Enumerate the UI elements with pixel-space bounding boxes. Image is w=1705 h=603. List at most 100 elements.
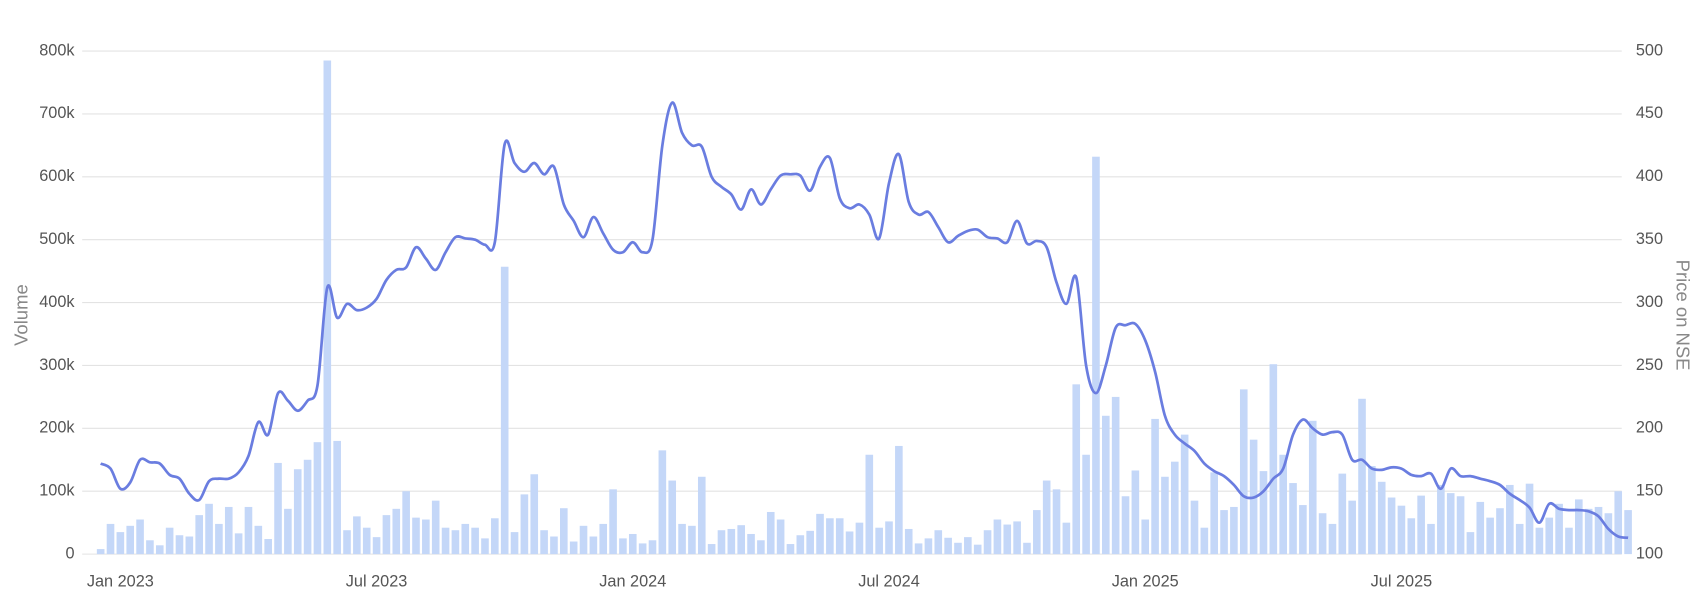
y-tick-label: 700k	[39, 104, 75, 122]
volume-bar	[560, 508, 568, 555]
volume-bar	[1279, 454, 1287, 555]
volume-bar	[875, 527, 883, 555]
volume-bar	[392, 508, 401, 555]
y-tick-label: 600k	[39, 167, 75, 185]
volume-bar	[1338, 473, 1347, 555]
volume-bar	[816, 513, 824, 555]
volume-bar	[648, 540, 657, 555]
volume-bar	[116, 532, 125, 555]
volume-bar	[550, 536, 558, 555]
volume-bar	[1190, 500, 1199, 555]
volume-bar	[491, 518, 499, 555]
volume-bar	[1515, 523, 1524, 555]
volume-bar	[1239, 389, 1248, 555]
volume-bar	[924, 538, 933, 555]
x-tick-label: Jul 2024	[858, 573, 920, 591]
volume-bar	[658, 450, 667, 555]
volume-bar	[766, 511, 775, 555]
volume-bar	[579, 525, 588, 555]
x-tick-label: Jul 2025	[1371, 573, 1433, 591]
volume-bar	[904, 528, 913, 555]
volume-bar	[1289, 483, 1297, 555]
volume-bar	[1308, 420, 1317, 555]
x-tick-label: Jan 2024	[599, 573, 666, 591]
y-tick-label: 800k	[39, 41, 75, 59]
volume-bar	[1525, 483, 1534, 555]
volume-bar	[1102, 415, 1110, 555]
volume-bar	[678, 523, 686, 555]
volume-bar	[1042, 480, 1051, 555]
volume-bar	[372, 537, 381, 555]
volume-bar	[964, 537, 972, 555]
volume-bar	[619, 538, 627, 555]
volume-bar	[1604, 513, 1613, 555]
volume-bar	[806, 530, 814, 555]
volume-bar	[136, 519, 144, 555]
volume-bar	[1200, 527, 1209, 555]
y2-tick-label: 400	[1636, 167, 1663, 185]
x-tick-label: Jul 2023	[346, 573, 408, 591]
volume-bar	[885, 521, 893, 555]
volume-bar	[382, 515, 391, 555]
volume-bar	[737, 525, 745, 555]
volume-bar	[284, 508, 292, 555]
volume-bar	[1535, 527, 1544, 555]
volume-bar	[1131, 470, 1140, 555]
volume-bar	[293, 469, 302, 555]
volume-bar	[1594, 506, 1603, 555]
volume-bar	[1565, 527, 1573, 555]
volume-bar	[540, 530, 548, 555]
volume-bar	[1377, 481, 1386, 555]
volume-bar	[1062, 522, 1071, 555]
volume-bar	[1486, 517, 1494, 555]
volume-bar	[471, 527, 479, 555]
volume-bar	[1318, 513, 1327, 555]
volume-bar	[1555, 503, 1563, 555]
y-tick-label: 500k	[39, 230, 75, 248]
volume-bar	[1328, 523, 1337, 555]
volume-bar	[481, 538, 489, 555]
volume-bar	[1220, 510, 1228, 555]
y2-tick-label: 500	[1636, 41, 1663, 59]
volume-bar	[402, 491, 410, 555]
x-tick-label: Jan 2025	[1112, 573, 1179, 591]
volume-bar	[1269, 364, 1278, 555]
y-tick-label: 0	[66, 544, 75, 562]
volume-bar	[313, 442, 322, 555]
volume-bar	[895, 445, 903, 555]
volume-bar	[126, 525, 135, 555]
volume-bar	[1466, 532, 1475, 555]
volume-bar	[1082, 454, 1090, 555]
volume-bar	[707, 544, 716, 555]
volume-bar	[609, 489, 617, 555]
volume-bar	[776, 519, 785, 555]
volume-bar	[215, 523, 223, 555]
volume-bar	[1387, 497, 1396, 555]
volume-bar	[422, 519, 430, 555]
volume-bar	[638, 543, 647, 555]
volume-bar	[1180, 434, 1189, 555]
volume-bar	[234, 533, 243, 555]
volume-bar	[1210, 472, 1219, 555]
price-line	[100, 101, 1629, 540]
volume-bar	[205, 503, 213, 555]
volume-bar	[431, 500, 440, 555]
volume-bar	[1575, 499, 1583, 555]
volume-bar	[185, 536, 194, 555]
y2-tick-label: 200	[1636, 419, 1663, 437]
volume-bar	[1506, 484, 1514, 555]
volume-bar	[1052, 489, 1061, 555]
volume-bar	[1437, 484, 1445, 555]
volume-bar	[855, 522, 864, 555]
volume-bar	[1003, 524, 1012, 555]
y2-axis-title: Price on NSE	[1673, 260, 1694, 371]
volume-bar	[146, 540, 154, 555]
volume-bar	[697, 476, 706, 555]
volume-bar	[1033, 510, 1041, 555]
volume-bar	[1496, 508, 1504, 555]
volume-bar	[333, 440, 341, 555]
y-tick-label: 400k	[39, 293, 75, 311]
volume-bar	[1584, 508, 1593, 555]
y2-tick-label: 100	[1636, 544, 1663, 562]
